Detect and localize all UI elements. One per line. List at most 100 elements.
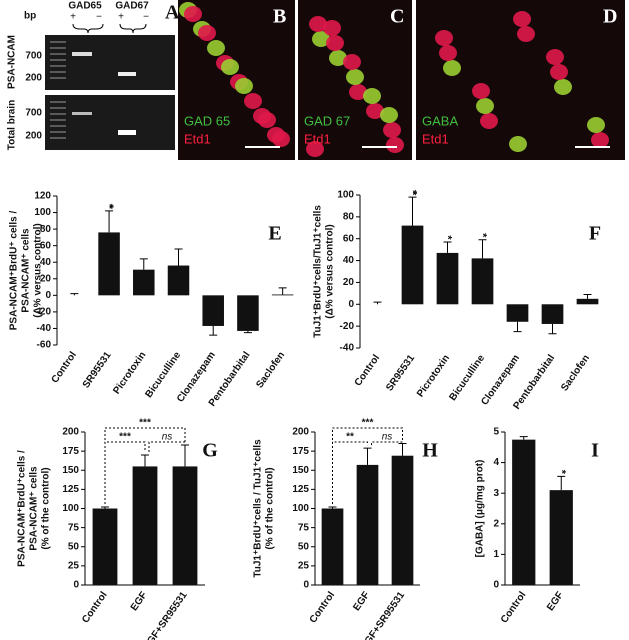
error-bar (548, 323, 557, 335)
error-bar (141, 454, 149, 467)
cell (513, 11, 531, 27)
comparison-label: *** (362, 418, 374, 429)
y-tick-label: 0 (45, 290, 51, 301)
error-bar (408, 196, 417, 226)
marker-label: 200 (25, 73, 42, 84)
y-axis-label: PSA-NCAM⁺BrdU⁺ cells / (9, 211, 20, 331)
cell (386, 137, 404, 153)
gel-image (45, 35, 175, 90)
y-axis-label: (% of the control) (265, 467, 276, 549)
bar (549, 490, 573, 585)
error-bar (443, 241, 452, 253)
cell (309, 16, 327, 32)
x-tick-label: Saclofen (559, 353, 592, 393)
x-tick-label: Control (353, 353, 383, 389)
bar (172, 466, 198, 585)
x-tick-label: Control (499, 590, 529, 626)
error-bar (278, 287, 287, 295)
significance: * (477, 233, 489, 238)
cell (346, 69, 364, 85)
row-label: PSA-NCAM (7, 35, 18, 89)
cell (363, 88, 381, 104)
y-tick-label: 0 (348, 299, 354, 310)
error-bar (513, 321, 522, 333)
ladder (50, 41, 66, 139)
cell (272, 131, 290, 147)
x-tick-label: SR95531 (81, 350, 114, 391)
error-bar (398, 442, 407, 456)
y-axis-label: PSA-NCAM⁺ cells (21, 228, 32, 313)
sign: − (96, 12, 102, 23)
y-tick-label: 50 (68, 541, 80, 552)
x-tick-label: EGF (545, 590, 566, 613)
y-tick-label: 20 (343, 277, 355, 288)
error-bar (478, 239, 487, 259)
y-tick-label: 175 (292, 446, 309, 457)
comparison-label: ns (162, 432, 173, 443)
y-tick-label: 0 (303, 580, 309, 591)
bar (506, 304, 529, 322)
bar (321, 508, 344, 585)
error-bar (243, 330, 252, 334)
cell (435, 30, 453, 46)
panel-letter: H (422, 440, 438, 462)
cell (443, 60, 461, 76)
cell (517, 26, 535, 42)
row-label: Total brain (7, 100, 18, 150)
error-bar (583, 293, 592, 299)
comparison-label: ns (382, 432, 393, 443)
cell (380, 107, 398, 123)
panel-letter: F (589, 223, 601, 245)
lane-label: GAD65 (68, 1, 102, 12)
cell (329, 50, 347, 66)
bar (436, 252, 459, 305)
gel-band (72, 112, 92, 115)
gel-panel: bp GAD65 GAD67 + − + − PSA-NCAM Total br… (7, 1, 180, 151)
panel-letter: G (202, 440, 218, 462)
significance: * (442, 235, 454, 240)
x-tick-label: SR95531 (384, 353, 417, 394)
error-bar (373, 301, 382, 305)
comparison-label: *** (139, 418, 151, 429)
y-tick-label: -60 (37, 340, 52, 351)
cell (509, 136, 527, 152)
error-bar (101, 506, 109, 509)
y-axis-label: [GABA] (μg/mg prot) (475, 460, 486, 558)
y-tick-label: 200 (62, 427, 79, 438)
cell (546, 49, 564, 65)
sign: + (118, 12, 124, 23)
gel-band (72, 52, 92, 56)
marker-label: 200 (25, 131, 42, 142)
stain-label: GAD 67 (304, 113, 350, 128)
comparison-label: *** (119, 432, 131, 443)
y-tick-label: 60 (40, 240, 52, 251)
cell (591, 132, 609, 148)
y-tick-label: 4 (493, 457, 499, 468)
cell (244, 93, 262, 109)
error-bar (105, 210, 114, 233)
gel-band (118, 72, 136, 76)
error-bar (557, 475, 566, 491)
y-tick-label: 150 (62, 465, 79, 476)
error-bar (139, 258, 148, 270)
marker-label: 700 (25, 108, 42, 119)
y-axis-label: (Δ% versus control) (33, 223, 44, 317)
stain-label: GAD 65 (184, 113, 230, 128)
x-tick-label: Bicuculline (144, 350, 184, 400)
y-tick-label: 100 (34, 207, 51, 218)
y-tick-label: -20 (340, 321, 355, 332)
cell (343, 54, 361, 70)
stain-label: Etd1 (184, 131, 211, 146)
y-axis-label: (% of the control) (41, 467, 52, 549)
y-axis-label: PSA-NCAM⁺BrdU⁺cells / (17, 450, 28, 567)
y-axis-label: TuJ1⁺BrdU⁺cells / TuJ1⁺cells (253, 439, 264, 578)
cell (550, 64, 568, 80)
error-bar (174, 248, 183, 266)
gel-band (118, 130, 136, 135)
x-tick-label: Saclofen (254, 350, 287, 390)
y-tick-label: 125 (62, 484, 79, 495)
x-tick-label: Control (50, 350, 80, 386)
y-tick-label: 150 (292, 465, 309, 476)
bar (237, 295, 259, 331)
bar (391, 455, 414, 585)
